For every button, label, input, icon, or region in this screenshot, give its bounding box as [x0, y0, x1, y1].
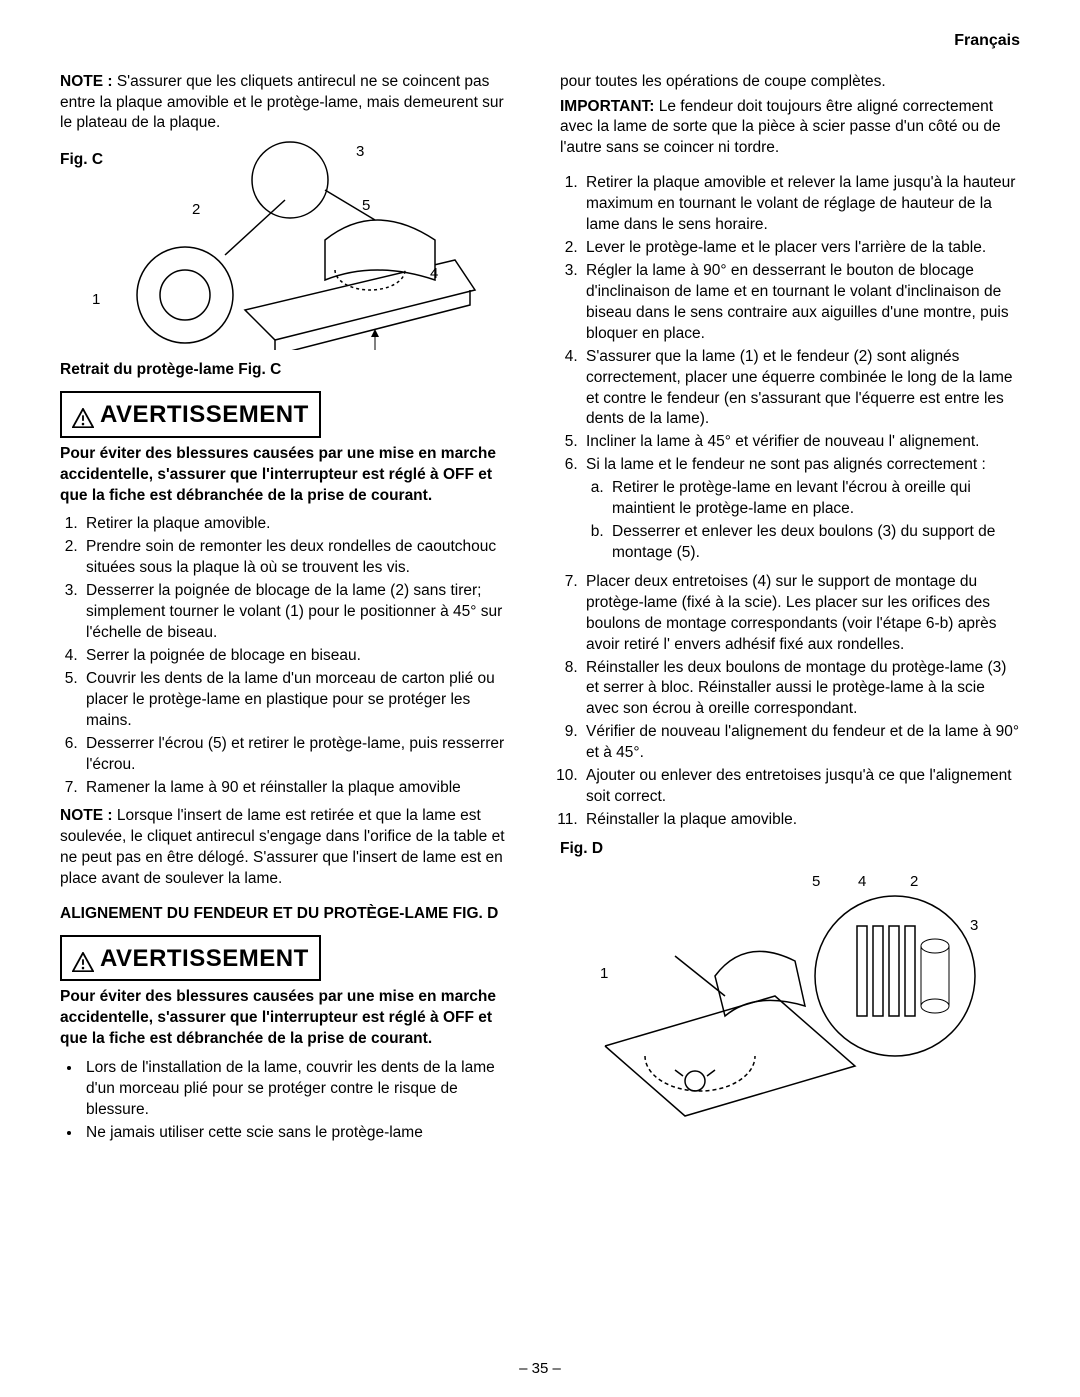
fig-c-callout-1: 1 [92, 290, 100, 310]
fig-c-label: Fig. C [60, 150, 103, 171]
important-paragraph: IMPORTANT: Le fendeur doit toujours être… [560, 97, 1020, 160]
note-paragraph: NOTE : S'assurer que les cliquets antire… [60, 72, 520, 135]
two-column-layout: NOTE : S'assurer que les cliquets antire… [60, 72, 1020, 1152]
step-item: Réinstaller la plaque amovible. [582, 810, 1020, 831]
step-item: Couvrir les dents de la lame d'un morcea… [82, 669, 520, 732]
bullet-item: Ne jamais utiliser cette scie sans le pr… [82, 1123, 520, 1144]
left-column: NOTE : S'assurer que les cliquets antire… [60, 72, 520, 1152]
continuation-text: pour toutes les opérations de coupe comp… [560, 72, 1020, 93]
step-6-text: Si la lame et le fendeur ne sont pas ali… [586, 456, 986, 473]
step-item: Incliner la lame à 45° et vérifier de no… [582, 432, 1020, 453]
note-2-paragraph: NOTE : Lorsque l'insert de lame est reti… [60, 806, 520, 890]
step-item: Retirer la plaque amovible et relever la… [582, 173, 1020, 236]
warning-2-title: AVERTISSEMENT [100, 943, 309, 975]
fig-c-callout-5: 5 [362, 196, 370, 216]
figure-c: Fig. C 1 [60, 140, 520, 350]
steps-list-1: Retirer la plaque amovible. Prendre soin… [60, 514, 520, 798]
bullets-list: Lors de l'installation de la lame, couvr… [60, 1058, 520, 1144]
step-item: Ramener la lame à 90 et réinstaller la p… [82, 778, 520, 799]
step-item: Prendre soin de remonter les deux rondel… [82, 537, 520, 579]
figure-d: 1 2 3 4 5 [560, 866, 1020, 1126]
substep-item: Retirer le protège-lame en levant l'écro… [608, 478, 1020, 520]
substep-item: Desserrer et enlever les deux boulons (3… [608, 522, 1020, 564]
step-item: Si la lame et le fendeur ne sont pas ali… [582, 455, 1020, 564]
step-item: Vérifier de nouveau l'alignement du fend… [582, 722, 1020, 764]
step-item: Placer deux entretoises (4) sur le suppo… [582, 572, 1020, 656]
step-item: Desserrer la poignée de blocage de la la… [82, 581, 520, 644]
step-item: Retirer la plaque amovible. [82, 514, 520, 535]
step-item: Lever le protège-lame et le placer vers … [582, 238, 1020, 259]
note-2-label: NOTE : [60, 807, 113, 824]
page-number: – 35 – [0, 1359, 1080, 1379]
fig-d-drawing [560, 866, 1020, 1126]
fig-d-callout-3: 3 [970, 916, 978, 936]
note-label: NOTE : [60, 73, 113, 90]
warning-box-2: AVERTISSEMENT [60, 935, 321, 981]
sublist-6: Retirer le protège-lame en levant l'écro… [586, 478, 1020, 564]
align-heading: ALIGNEMENT DU FENDEUR ET DU PROTÈGE-LAME… [60, 904, 520, 925]
fig-d-callout-1: 1 [600, 964, 608, 984]
steps-list-2: Retirer la plaque amovible et relever la… [560, 173, 1020, 831]
warning-icon [72, 405, 94, 425]
fig-c-drawing [60, 140, 520, 350]
language-header: Français [60, 30, 1020, 52]
note-text: S'assurer que les cliquets antirecul ne … [60, 73, 504, 132]
fig-d-label: Fig. D [560, 839, 1020, 860]
step-item: Desserrer l'écrou (5) et retirer le prot… [82, 734, 520, 776]
warning-1-title: AVERTISSEMENT [100, 399, 309, 431]
fig-c-callout-4: 4 [430, 264, 438, 284]
fig-d-callout-2: 2 [910, 872, 918, 892]
bullet-item: Lors de l'installation de la lame, couvr… [82, 1058, 520, 1121]
warning-1-paragraph: Pour éviter des blessures causées par un… [60, 444, 520, 507]
important-label: IMPORTANT: [560, 98, 654, 115]
warning-box-1: AVERTISSEMENT [60, 391, 321, 437]
warning-2-paragraph: Pour éviter des blessures causées par un… [60, 987, 520, 1050]
step-item: Régler la lame à 90° en desserrant le bo… [582, 261, 1020, 345]
fig-d-callout-5: 5 [812, 872, 820, 892]
step-item: Serrer la poignée de blocage en biseau. [82, 646, 520, 667]
note-2-text: Lorsque l'insert de lame est retirée et … [60, 807, 505, 887]
retrait-heading: Retrait du protège-lame Fig. C [60, 360, 520, 381]
step-item: Réinstaller les deux boulons de montage … [582, 658, 1020, 721]
right-column: pour toutes les opérations de coupe comp… [560, 72, 1020, 1152]
fig-d-callout-4: 4 [858, 872, 866, 892]
step-item: S'assurer que la lame (1) et le fendeur … [582, 347, 1020, 431]
warning-icon [72, 949, 94, 969]
step-item: Ajouter ou enlever des entretoises jusqu… [582, 766, 1020, 808]
fig-c-callout-2: 2 [192, 200, 200, 220]
fig-c-callout-3: 3 [356, 142, 364, 162]
